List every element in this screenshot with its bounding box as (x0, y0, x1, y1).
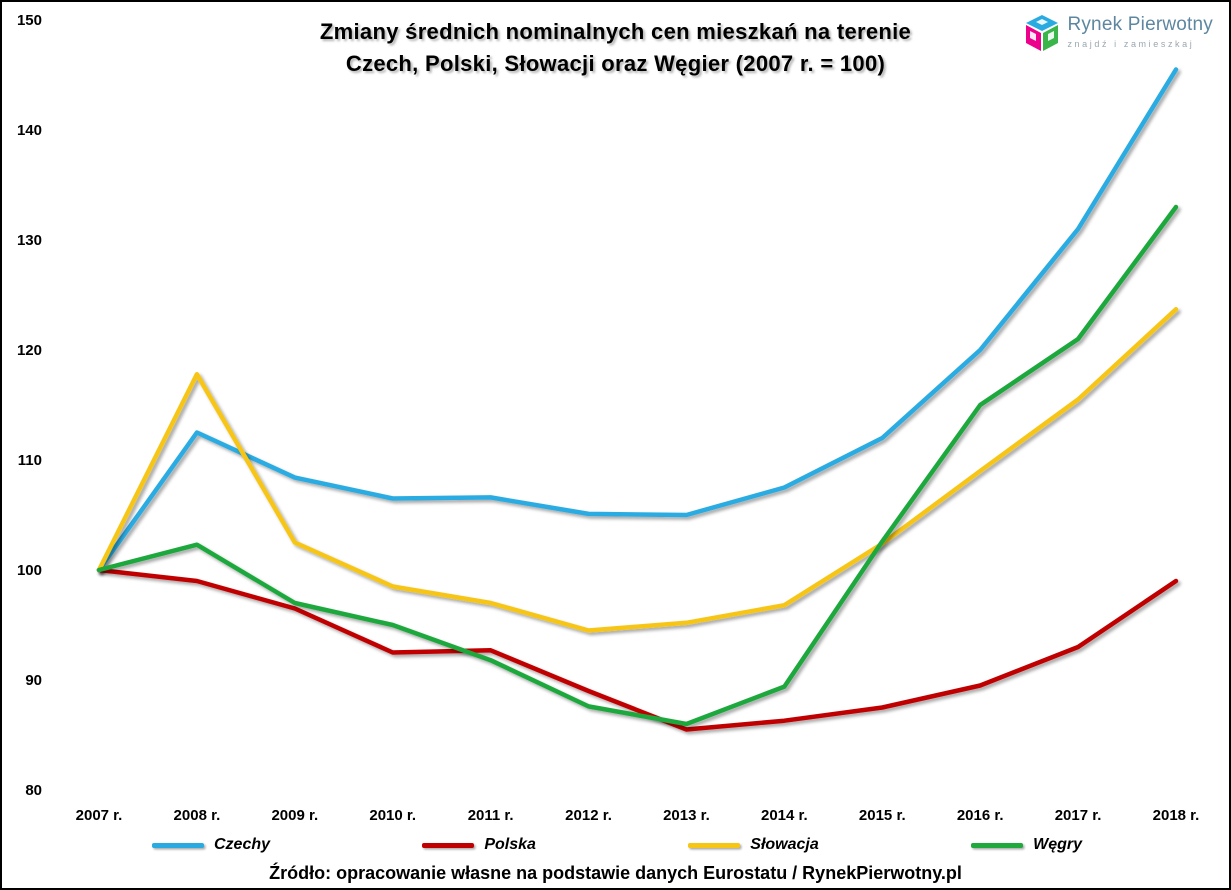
x-tick-label: 2015 r. (859, 807, 906, 824)
logo-text: Rynek Pierwotny znajdź i zamieszkaj (1067, 14, 1213, 49)
legend-swatch (688, 842, 741, 848)
logo-tagline: znajdź i zamieszkaj (1067, 39, 1195, 49)
x-tick-label: 2010 r. (369, 807, 416, 824)
x-tick-label: 2016 r. (957, 807, 1004, 824)
x-tick-label: 2012 r. (565, 807, 612, 824)
x-tick-label: 2011 r. (468, 807, 514, 824)
x-tick-label: 2007 r. (76, 807, 123, 824)
legend-swatch (152, 842, 204, 848)
x-tick-label: 2013 r. (663, 807, 710, 824)
legend-item-słowacja: Słowacja (688, 836, 819, 854)
rynek-pierwotny-logo-icon (1026, 15, 1059, 51)
y-tick-label: 120 (17, 342, 42, 359)
legend-item-węgry: Węgry (971, 836, 1082, 854)
legend-item-czechy: Czechy (152, 836, 270, 854)
legend-swatch (422, 842, 475, 848)
y-axis-tick-labels: 80 90 100 110 120 130 140 150 (17, 12, 42, 799)
y-tick-label: 80 (25, 782, 42, 799)
y-tick-label: 130 (17, 232, 42, 249)
legend-label: Polska (484, 836, 536, 853)
legend-label: Czechy (214, 836, 271, 853)
x-tick-label: 2009 r. (271, 807, 318, 824)
chart-legend: Czechy Polska Słowacja Węgry (152, 836, 1082, 854)
y-tick-label: 110 (18, 452, 42, 469)
x-axis-tick-labels: 2007 r. 2008 r. 2009 r. 2010 r. 2011 r. 2012 … (76, 807, 1200, 824)
rynek-pierwotny-logo: Rynek Pierwotny znajdź i zamieszkaj (1025, 14, 1213, 52)
y-tick-label: 140 (17, 122, 42, 139)
y-tick-label: 150 (17, 12, 42, 29)
x-tick-label: 2017 r. (1055, 807, 1102, 824)
logo-brand-name: Rynek Pierwotny (1067, 14, 1213, 35)
series-line-słowacja (96, 307, 1179, 633)
y-tick-label: 100 (17, 562, 42, 579)
x-tick-label: 2018 r. (1153, 807, 1200, 824)
y-tick-label: 90 (25, 672, 42, 689)
legend-item-polska: Polska (422, 836, 536, 854)
legend-swatch (971, 842, 1024, 848)
source-caption: Źródło: opracowanie własne na podstawie … (269, 863, 962, 883)
series-line-polska (96, 567, 1179, 732)
chart-series-lines (96, 67, 1179, 732)
x-tick-label: 2014 r. (761, 807, 808, 824)
series-line-węgry (96, 204, 1179, 727)
legend-label: Węgry (1033, 836, 1082, 853)
series-line-czechy (96, 67, 1179, 573)
legend-label: Słowacja (750, 836, 819, 853)
x-tick-label: 2008 r. (174, 807, 221, 824)
